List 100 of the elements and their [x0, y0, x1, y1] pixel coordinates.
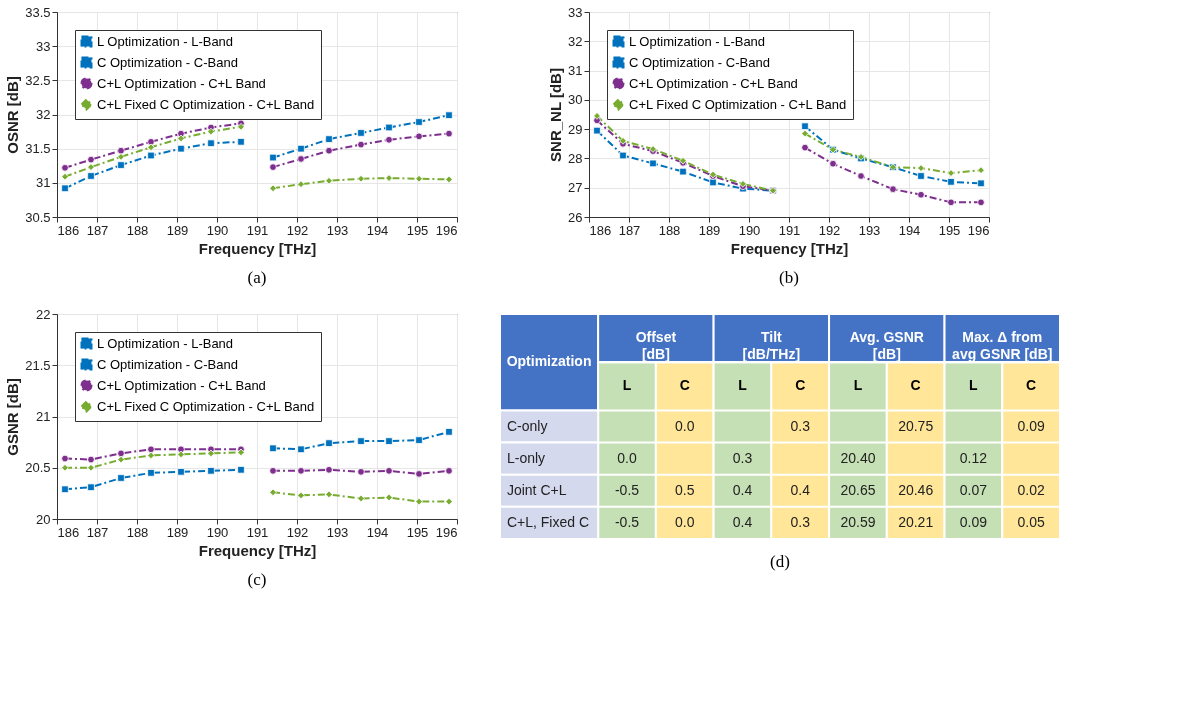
x-tick-label: 194 — [898, 222, 921, 238]
legend-label: C+L Optimization - C+L Band — [97, 75, 266, 91]
data-label: -0.5 — [614, 481, 640, 498]
legend-label: C+L Fixed C Optimization - C+L Band — [97, 96, 315, 112]
data-label: 0.4 — [732, 513, 753, 530]
legend-label: C Optimization - C-Band — [629, 54, 770, 70]
y-tick-label: 22 — [36, 306, 51, 322]
data-label: 20.21 — [898, 513, 934, 530]
x-tick-label: 195 — [406, 222, 429, 238]
legend-label: L Optimization - L-Band — [97, 33, 234, 49]
x-tick-label: 193 — [858, 222, 881, 238]
data-label: 0.0 — [675, 513, 695, 530]
y-tick-label: 31 — [36, 175, 51, 191]
y-tick-label: 27 — [568, 180, 583, 196]
x-tick-label: 186 — [57, 524, 80, 540]
x-tick-label: 190 — [738, 222, 761, 238]
y-tick-label: Joint C+L — [506, 481, 567, 498]
y-axis-title: Optimization — [506, 353, 592, 370]
data-label: 0.07 — [959, 481, 988, 498]
y-tick-label: 26 — [568, 209, 583, 225]
legend-label: C Optimization - C-Band — [97, 54, 238, 70]
legend-label: L Optimization - L-Band — [97, 335, 234, 351]
data-label: 20.65 — [840, 481, 876, 498]
x-tick-label: 188 — [658, 222, 681, 238]
x-axis-title: Frequency [THz] — [198, 541, 317, 559]
x-tick-label: 196 — [967, 222, 990, 238]
legend-label: L Optimization - L-Band — [629, 33, 766, 49]
text: (d) — [770, 552, 790, 571]
y-tick-label: 28 — [568, 150, 583, 166]
x-axis-title: Frequency [THz] — [198, 239, 317, 257]
data-label: 0.0 — [617, 449, 637, 466]
x-tick-label: 187 — [618, 222, 641, 238]
x-tick-label: 188 — [126, 524, 149, 540]
x-tick-label: 196 — [435, 222, 458, 238]
y-tick-label: 29 — [568, 121, 583, 137]
x-tick-label: 192 — [286, 524, 309, 540]
y-tick-label: 30.5 — [25, 209, 51, 225]
x-tick-label: 191 — [246, 524, 269, 540]
x-tick-label: 186 — [589, 222, 612, 238]
y-tick-label: 33.5 — [25, 4, 51, 20]
data-label: 0.5 — [675, 481, 695, 498]
x-tick-label: 189 — [698, 222, 721, 238]
x-tick-label: 195 — [938, 222, 961, 238]
x-tick-label: 190 — [206, 524, 229, 540]
text: (b) — [779, 268, 799, 287]
text: (c) — [247, 570, 267, 589]
legend-label: C Optimization - C-Band — [97, 356, 238, 372]
x-axis-title: Frequency [THz] — [730, 239, 849, 257]
legend-label: C+L Optimization - C+L Band — [629, 75, 798, 91]
x-tick-label: C — [795, 377, 806, 394]
data-label: 0.09 — [1017, 417, 1045, 434]
x-tick-label: 187 — [86, 222, 109, 238]
data-label: 0.02 — [1017, 481, 1045, 498]
x-tick-label: 191 — [778, 222, 801, 238]
text: Avg. GSNR [dB] — [849, 329, 924, 363]
x-tick-label: 189 — [166, 222, 189, 238]
y-tick-label: 21 — [36, 409, 51, 424]
data-label: 20.40 — [840, 449, 876, 466]
data-label: 0.12 — [959, 449, 988, 466]
x-tick-label: 189 — [166, 524, 189, 540]
y-tick-label: 20 — [36, 511, 51, 527]
text: Tilt [dB/THz] — [742, 329, 801, 363]
x-tick-label: 190 — [206, 222, 229, 238]
text: (a) — [247, 268, 267, 287]
x-tick-label: 192 — [286, 222, 309, 238]
data-label: 0.3 — [790, 513, 811, 530]
x-tick-label: 191 — [246, 222, 269, 238]
x-tick-label: L — [738, 377, 748, 394]
data-label: -0.5 — [614, 513, 640, 530]
data-label: 20.75 — [898, 417, 934, 434]
y-tick-label: 20.5 — [25, 460, 51, 476]
data-label: 0.3 — [790, 417, 811, 434]
legend-label: C+L Fixed C Optimization - C+L Band — [97, 398, 315, 414]
y-tick-label: 33 — [568, 4, 583, 20]
data-label: 0.09 — [959, 513, 988, 530]
y-tick-label: 33 — [36, 38, 51, 54]
data-label: 0.3 — [732, 449, 753, 466]
text: Offset [dB] — [635, 329, 677, 363]
y-tick-label: L-only — [506, 449, 546, 466]
x-tick-label: 196 — [435, 524, 458, 540]
y-axis-title: GSNR [dB] — [4, 378, 22, 456]
x-tick-label: 195 — [406, 524, 429, 540]
data-label: 20.46 — [898, 481, 934, 498]
x-tick-label: L — [969, 377, 979, 394]
y-tick-label: 30 — [568, 92, 583, 108]
x-tick-label: L — [622, 377, 632, 394]
x-tick-label: 187 — [86, 524, 109, 540]
x-tick-label: 192 — [818, 222, 841, 238]
x-tick-label: C — [910, 377, 921, 394]
x-tick-label: C — [679, 377, 690, 394]
y-tick-label: 32 — [36, 107, 51, 122]
x-tick-label: 186 — [57, 222, 80, 238]
x-tick-label: 188 — [126, 222, 149, 238]
x-tick-label: 193 — [326, 524, 349, 540]
text: Max. Δ from avg GSNR [dB] — [952, 329, 1053, 363]
y-tick-label: C+L, Fixed C — [506, 513, 590, 530]
y-axis-title: SNR_NL [dB] — [547, 68, 565, 162]
x-tick-label: 194 — [366, 524, 389, 540]
data-label: 0.4 — [732, 481, 753, 498]
legend-label: C+L Fixed C Optimization - C+L Band — [629, 96, 847, 112]
